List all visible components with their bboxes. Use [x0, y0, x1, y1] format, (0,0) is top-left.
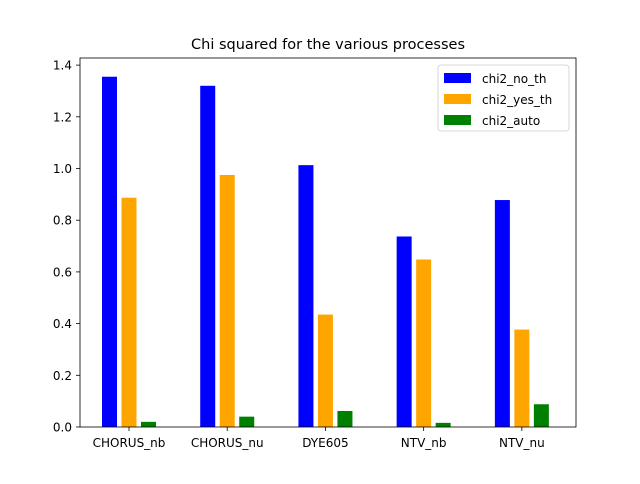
x-tick-label-CHORUS_nb: CHORUS_nb: [93, 436, 166, 450]
y-tick-label-1.0: 1.0: [53, 162, 72, 176]
x-tick-label-NTV_nu: NTV_nu: [499, 436, 545, 450]
bar-chi2_yes_th-NTV_nu: [514, 329, 530, 427]
bar-chi2_no_th-NTV_nb: [396, 236, 412, 427]
bar-chi2_auto-NTV_nu: [533, 404, 549, 427]
x-tick-label-NTV_nb: NTV_nb: [401, 436, 447, 450]
bar-chi2_yes_th-DYE605: [317, 314, 333, 427]
bar-chi2_yes_th-CHORUS_nb: [121, 197, 137, 427]
bars-layer: [102, 76, 549, 428]
y-tick-label-0.4: 0.4: [53, 317, 72, 331]
legend-swatch-chi2_auto: [444, 115, 471, 125]
plot-frame: [79, 57, 577, 428]
legend-label-chi2_no_th: chi2_no_th: [482, 72, 546, 86]
y-tick-label-1.2: 1.2: [53, 110, 72, 124]
legend: chi2_no_th chi2_yes_th chi2_auto: [437, 64, 570, 132]
legend-label-chi2_auto: chi2_auto: [482, 114, 540, 128]
chart-title: Chi squared for the various processes: [191, 37, 465, 53]
bar-chi2_no_th-DYE605: [298, 165, 314, 427]
bar-chi2_auto-CHORUS_nu: [239, 416, 255, 427]
x-tick-label-DYE605: DYE605: [302, 436, 348, 450]
y-tick-label-1.4: 1.4: [53, 59, 72, 73]
x-tick-label-CHORUS_nu: CHORUS_nu: [191, 436, 264, 450]
bar-chi2_auto-CHORUS_nb: [141, 421, 156, 427]
legend-label-chi2_yes_th: chi2_yes_th: [482, 93, 552, 107]
y-tick-label-0.8: 0.8: [53, 214, 72, 228]
bar-chi2_no_th-NTV_nu: [494, 200, 510, 427]
bar-chi2_yes_th-CHORUS_nu: [219, 174, 235, 427]
legend-swatch-chi2_no_th: [444, 73, 471, 83]
y-tick-label-0.0: 0.0: [53, 421, 72, 435]
bar-chi2_no_th-CHORUS_nu: [200, 85, 216, 427]
bar-chi2_auto-NTV_nb: [435, 422, 451, 427]
bar-chi2_yes_th-NTV_nb: [416, 259, 432, 427]
y-tick-label-0.6: 0.6: [53, 265, 72, 279]
y-tick-label-0.2: 0.2: [53, 369, 72, 383]
axes-layer: CHORUS_nb CHORUS_nu DYE605 NTV_nb NTV_nu 0.0 0…: [53, 57, 577, 450]
bar-chi2_auto-DYE605: [337, 410, 353, 427]
legend-swatch-chi2_yes_th: [444, 94, 471, 104]
bar-chi2_no_th-CHORUS_nb: [102, 76, 117, 428]
